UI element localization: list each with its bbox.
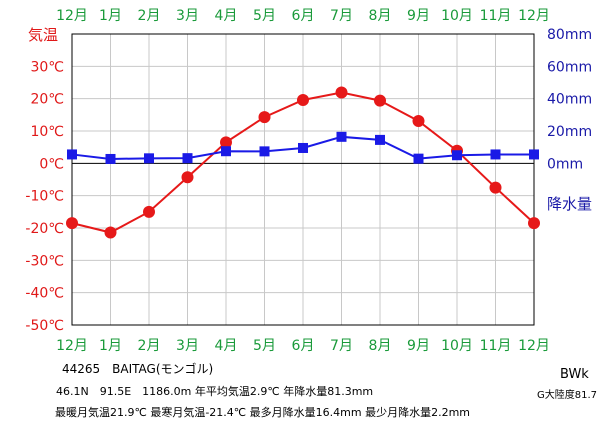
station-line-3: 最暖月気温21.9℃ 最寒月気温-21.4℃ 最多月降水量16.4mm 最少月降… xyxy=(55,406,470,419)
month-label-top: 4月 xyxy=(215,8,238,24)
month-label-bottom: 12月 xyxy=(56,338,88,354)
precipitation-series xyxy=(67,131,539,164)
month-label-top: 10月 xyxy=(441,8,473,24)
month-label-bottom: 9月 xyxy=(407,338,430,354)
precipitation-point xyxy=(336,131,347,142)
month-label-top: 7月 xyxy=(330,8,353,24)
month-label-top: 3月 xyxy=(176,8,199,24)
month-label-top: 9月 xyxy=(407,8,430,24)
month-label-bottom: 11月 xyxy=(480,338,512,354)
temperature-tick-label: -30℃ xyxy=(25,253,64,269)
plot-frame xyxy=(71,33,535,326)
precipitation-point xyxy=(221,146,231,157)
precipitation-tick-labels: 80mm 60mm 40mm 20mm 0mm xyxy=(547,27,592,172)
month-label-bottom: 6月 xyxy=(292,338,315,354)
temperature-point xyxy=(220,136,232,149)
precipitation-point xyxy=(144,153,154,164)
month-label-bottom: 4月 xyxy=(215,338,238,354)
precipitation-tick-label: 20mm xyxy=(547,124,592,140)
precipitation-point xyxy=(259,146,270,157)
precipitation-point xyxy=(298,142,308,153)
month-label-top: 11月 xyxy=(480,8,512,24)
month-label-top: 8月 xyxy=(369,8,392,24)
precipitation-axis-label: 降水量 xyxy=(547,195,592,213)
station-line-1: 44265 BAITAG(モンゴル) xyxy=(62,362,214,376)
month-label-top: 2月 xyxy=(138,8,161,24)
month-label-bottom: 3月 xyxy=(176,338,199,354)
precipitation-point xyxy=(105,153,116,164)
precipitation-point xyxy=(182,153,193,164)
temperature-axis-label: 気温 xyxy=(28,26,58,44)
bottom-month-labels: 12月 1月 2月 3月 4月 5月 6月 7月 8月 9月 10月 11月 12月 xyxy=(56,338,550,354)
temperature-tick-label: 0℃ xyxy=(39,156,64,172)
station-line-2: 46.1N 91.5E 1186.0m 年平均気温2.9℃ 年降水量81.3mm xyxy=(56,385,374,398)
month-label-top: 12月 xyxy=(56,8,88,24)
month-label-bottom: 12月 xyxy=(518,338,550,354)
precipitation-tick-label: 80mm xyxy=(547,27,592,43)
precipitation-point xyxy=(529,149,539,160)
temperature-point xyxy=(528,217,540,230)
temperature-point xyxy=(489,181,502,194)
climate-code: BWk xyxy=(560,367,589,382)
month-label-bottom: 2月 xyxy=(138,338,161,354)
temperature-tick-label: -50℃ xyxy=(25,318,64,334)
month-label-bottom: 5月 xyxy=(253,338,276,354)
precipitation-point xyxy=(67,149,77,160)
temperature-point xyxy=(412,114,425,127)
month-label-bottom: 7月 xyxy=(330,338,353,354)
top-month-labels: 12月 1月 2月 3月 4月 5月 6月 7月 8月 9月 10月 11月 12月 xyxy=(56,8,550,24)
month-label-bottom: 1月 xyxy=(99,338,122,354)
precipitation-tick-label: 60mm xyxy=(547,59,592,75)
precipitation-tick-label: 40mm xyxy=(547,92,592,108)
precipitation-tick-label: 0mm xyxy=(547,156,583,172)
month-label-top: 1月 xyxy=(99,8,122,24)
continentality-note: G大陸度81.7 xyxy=(537,390,598,401)
month-label-top: 12月 xyxy=(518,8,550,24)
temperature-tick-labels: 30℃ 20℃ 10℃ 0℃ -10℃ -20℃ -30℃ -40℃ -50℃ xyxy=(25,59,64,334)
month-label-top: 6月 xyxy=(292,8,315,24)
temperature-point xyxy=(258,111,271,124)
month-label-bottom: 10月 xyxy=(441,338,473,354)
temperature-tick-label: -20℃ xyxy=(25,221,64,237)
chart-grid xyxy=(71,33,535,326)
temperature-point xyxy=(335,86,348,99)
temperature-tick-label: -10℃ xyxy=(25,189,64,205)
temperature-point xyxy=(66,217,78,230)
month-label-bottom: 8月 xyxy=(369,338,392,354)
temperature-tick-label: -40℃ xyxy=(25,286,64,302)
temperature-point xyxy=(143,205,155,218)
month-label-top: 5月 xyxy=(253,8,276,24)
precipitation-point xyxy=(413,153,424,164)
temperature-point xyxy=(297,93,309,106)
precipitation-point xyxy=(490,149,501,160)
temperature-tick-label: 30℃ xyxy=(30,59,64,75)
temperature-point xyxy=(104,226,117,239)
precipitation-point xyxy=(375,134,385,145)
temperature-tick-label: 10℃ xyxy=(30,124,64,140)
temperature-point xyxy=(181,171,194,184)
temperature-point xyxy=(374,94,386,107)
precipitation-point xyxy=(452,150,462,161)
temperature-tick-label: 20℃ xyxy=(30,92,64,108)
